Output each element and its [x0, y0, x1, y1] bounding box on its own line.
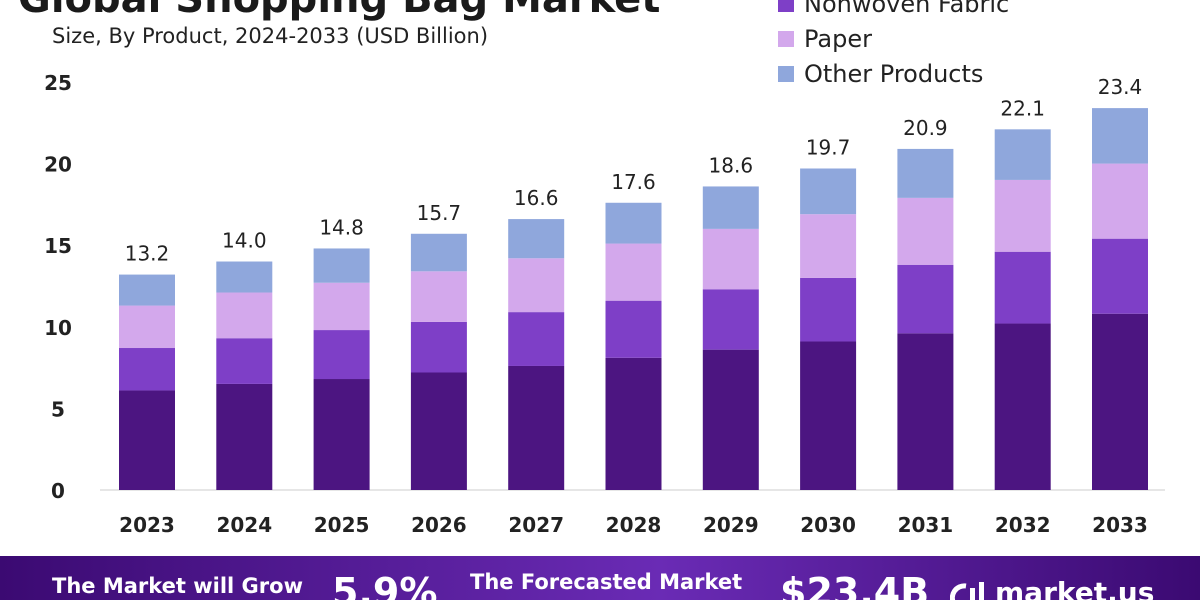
x-tick-label: 2028	[606, 513, 662, 537]
legend-item-nonwoven-fabric: Nonwoven Fabric	[778, 0, 1009, 21]
x-tick-label: 2033	[1092, 513, 1148, 537]
footer-forecast-value: $23.4B	[780, 570, 930, 614]
bar-segment-2031-s1	[897, 264, 954, 334]
y-tick-label: 15	[44, 234, 72, 258]
bar-segment-2033-s3	[1092, 108, 1148, 164]
bar-segment-2029-s1	[702, 289, 759, 350]
bar-segment-2027-s0	[508, 365, 565, 490]
bar-total-label: 22.1	[1000, 96, 1045, 120]
y-tick-label: 5	[51, 397, 65, 421]
bar-segment-2025-s0	[313, 379, 370, 490]
bar-segment-2027-s2	[508, 258, 565, 313]
legend-item-other-products: Other Products	[778, 56, 1009, 91]
bar-segment-2023-s2	[119, 305, 175, 349]
bar-segment-2023-s1	[119, 348, 175, 391]
footer-cagr-value: 5.9%	[332, 570, 438, 614]
bar-segment-2033-s1	[1092, 238, 1148, 314]
bar-segment-2028-s3	[605, 202, 662, 244]
bar-segment-2024-s3	[216, 261, 273, 293]
bar-segment-2025-s2	[313, 282, 370, 331]
footer-banner: The Market will Grow 5.9% The Forecasted…	[0, 556, 1200, 614]
x-tick-label: 2027	[508, 513, 564, 537]
footer-grow-label: The Market will Grow	[52, 574, 303, 598]
bar-segment-2032-s3	[994, 129, 1051, 180]
y-tick-label: 0	[51, 479, 65, 503]
bar-segment-2029-s3	[702, 186, 759, 229]
bar-total-label: 18.6	[709, 153, 754, 177]
bar-total-label: 15.7	[417, 201, 462, 225]
x-tick-label: 2024	[216, 513, 272, 537]
bar-segment-2024-s1	[216, 338, 273, 384]
y-tick-label: 20	[44, 153, 72, 177]
bar-segment-2026-s1	[410, 321, 467, 373]
market-us-logo-icon	[950, 582, 984, 606]
bar-segment-2025-s3	[313, 248, 370, 283]
bar-segment-2032-s1	[994, 251, 1051, 324]
bar-total-label: 14.0	[222, 229, 267, 253]
bar-segment-2025-s1	[313, 330, 370, 380]
stacked-bar-chart: 051015202513.2202314.0202414.8202515.720…	[44, 71, 1165, 537]
legend-label-other-products: Other Products	[804, 59, 984, 88]
bar-total-label: 23.4	[1098, 75, 1143, 99]
footer-forecast-label: The Forecasted Market	[470, 570, 743, 594]
bar-segment-2030-s1	[800, 277, 857, 342]
chart-subtitle: Size, By Product, 2024-2033 (USD Billion…	[52, 24, 489, 48]
x-tick-label: 2023	[119, 513, 175, 537]
bar-segment-2024-s2	[216, 292, 273, 339]
bar-total-label: 16.6	[514, 186, 559, 210]
legend-swatch-nonwoven-fabric	[778, 0, 794, 12]
bar-segment-2030-s0	[800, 341, 857, 490]
bar-segment-2026-s0	[410, 372, 467, 490]
bar-segment-2026-s3	[410, 233, 467, 272]
legend-swatch-paper	[778, 30, 794, 47]
x-tick-label: 2029	[703, 513, 759, 537]
bar-segment-2030-s3	[800, 168, 857, 215]
bar-total-label: 13.2	[125, 242, 170, 266]
footer-brand: market.us	[995, 576, 1155, 609]
bar-segment-2028-s2	[605, 243, 662, 301]
bar-segment-2031-s2	[897, 197, 954, 265]
x-tick-label: 2026	[411, 513, 467, 537]
bar-segment-2028-s0	[605, 357, 662, 490]
bar-segment-2026-s2	[410, 271, 467, 322]
y-tick-label: 10	[44, 316, 72, 340]
bar-segment-2029-s0	[702, 349, 759, 490]
legend-swatch-other-products	[778, 65, 794, 82]
bar-total-label: 14.8	[319, 215, 364, 239]
legend-label-nonwoven-fabric: Nonwoven Fabric	[804, 0, 1010, 18]
bar-total-label: 20.9	[903, 116, 948, 140]
bar-segment-2024-s0	[216, 383, 273, 490]
bar-segment-2028-s1	[605, 300, 662, 358]
bar-segment-2033-s0	[1092, 313, 1148, 490]
bar-segment-2027-s3	[508, 219, 565, 259]
bar-segment-2031-s0	[897, 333, 954, 490]
x-tick-label: 2031	[898, 513, 954, 537]
bar-segment-2023-s3	[119, 274, 175, 306]
legend-label-paper: Paper	[804, 24, 872, 53]
bar-segment-2029-s2	[702, 228, 759, 290]
bar-segment-2023-s0	[119, 390, 175, 490]
bar-total-label: 19.7	[806, 135, 851, 159]
bar-segment-2032-s2	[994, 179, 1051, 252]
bar-segment-2031-s3	[897, 148, 954, 198]
x-tick-label: 2030	[800, 513, 856, 537]
bar-segment-2030-s2	[800, 214, 857, 278]
legend-item-paper: Paper	[778, 21, 1009, 56]
x-tick-label: 2032	[995, 513, 1051, 537]
x-tick-label: 2025	[314, 513, 370, 537]
bar-total-label: 17.6	[611, 170, 656, 194]
bar-segment-2033-s2	[1092, 163, 1148, 239]
legend: Nonwoven Fabric Paper Other Products	[778, 0, 1009, 91]
bar-segment-2027-s1	[508, 312, 565, 366]
bar-segment-2032-s0	[994, 323, 1051, 490]
page-title: Global Shopping Bag Market	[18, 0, 660, 22]
y-tick-label: 25	[44, 71, 72, 95]
